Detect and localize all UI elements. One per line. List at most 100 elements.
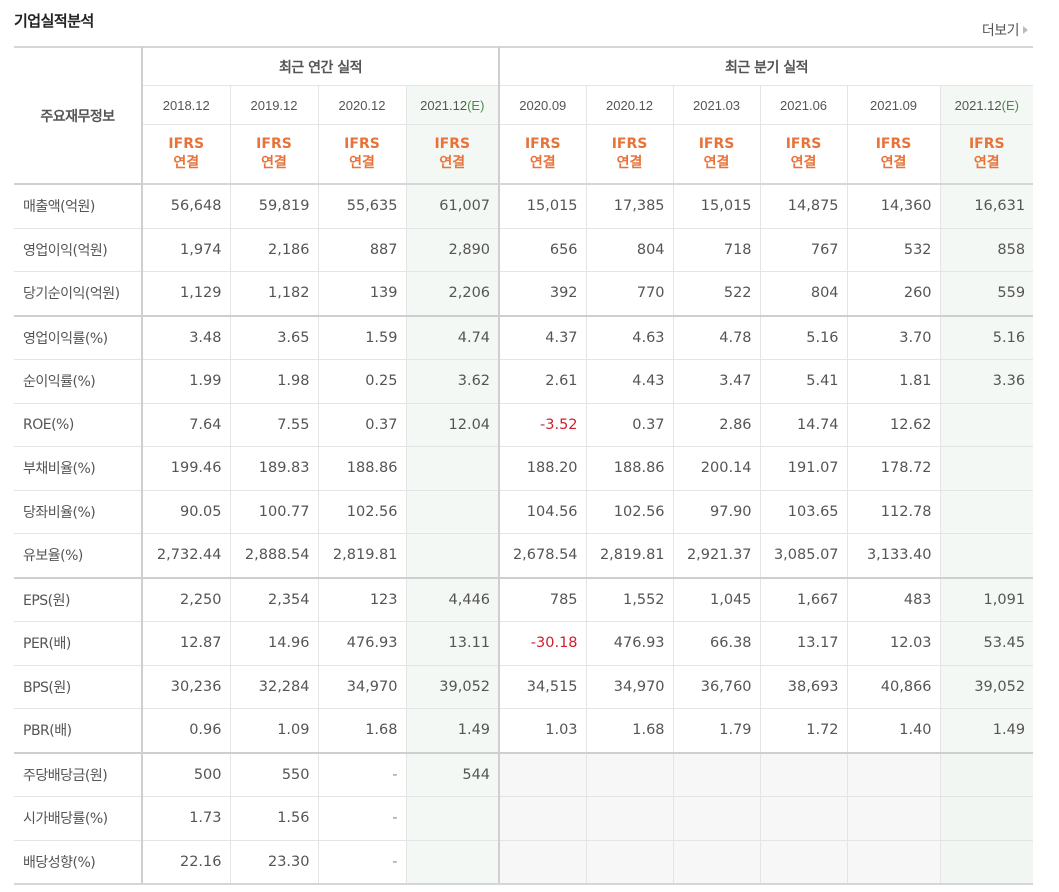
table-cell: 191.07: [759, 446, 848, 491]
standard-ifrs: IFRS: [698, 136, 735, 152]
date-text: 2018.12: [162, 97, 210, 113]
table-cell: 3.65: [229, 314, 319, 360]
table-cell: 2,890: [405, 227, 501, 272]
table-cell: 17,385: [585, 183, 674, 229]
table-cell: 200.14: [672, 446, 761, 491]
standard-ifrs: IFRS: [344, 136, 380, 152]
table-cell: 804: [585, 227, 674, 272]
column-date: 2021.03: [672, 85, 761, 125]
table-cell: 392: [498, 271, 587, 316]
table-cell: 3.48: [141, 314, 231, 360]
table-cell: 0.37: [317, 402, 407, 447]
row-label: 유보율(%): [14, 533, 143, 578]
table-cell: 13.11: [405, 621, 501, 666]
table-cell: 804: [759, 271, 848, 316]
standard-consolidated: 연결: [349, 155, 375, 171]
more-link[interactable]: 더보기: [982, 20, 1028, 40]
table-cell: 3,085.07: [759, 533, 848, 578]
table-cell: 770: [585, 271, 674, 316]
column-date: 2021.06: [759, 85, 848, 125]
table-cell: 199.46: [141, 446, 231, 491]
chevron-right-icon: [1023, 26, 1028, 34]
table-cell: 2,888.54: [229, 533, 319, 578]
table-cell: [939, 402, 1034, 447]
table-cell: 32,284: [229, 664, 319, 709]
column-date: 2020.12: [317, 85, 407, 125]
table-cell: [939, 839, 1034, 885]
row-label: 영업이익률(%): [14, 314, 143, 360]
table-cell: 5.16: [759, 314, 848, 360]
column-date: 2019.12: [229, 85, 319, 125]
table-cell: [498, 839, 587, 885]
table-cell: [405, 796, 501, 841]
table-cell: 102.56: [585, 489, 674, 534]
table-cell: [585, 839, 674, 885]
column-date: 2020.09: [498, 85, 587, 125]
table-cell: 2.61: [498, 359, 587, 404]
table-row: 유보율(%) 2,732.44 2,888.54 2,819.81 2,678.54 2,…: [14, 533, 1034, 578]
table-cell: 2,186: [229, 227, 319, 272]
table-cell: 4.43: [585, 359, 674, 404]
standard-consolidated: 연결: [261, 155, 287, 171]
accounting-standard: IFRS 연결: [939, 124, 1034, 185]
row-label: 영업이익(억원): [14, 227, 143, 272]
table-cell: 104.56: [498, 489, 587, 534]
table-cell: 1.59: [317, 314, 407, 360]
table-cell: 544: [405, 751, 501, 797]
table-cell: 103.65: [759, 489, 848, 534]
table-cell: 4.63: [585, 314, 674, 360]
table-cell: 66.38: [672, 621, 761, 666]
table-cell: 55,635: [317, 183, 407, 229]
table-cell: 7.55: [229, 402, 319, 447]
table-cell: [405, 533, 501, 578]
table-cell: 139: [317, 271, 407, 316]
table-cell: 1.73: [141, 796, 231, 841]
table-cell: 4.37: [498, 314, 587, 360]
table-row: 순이익률(%) 1.99 1.98 0.25 3.62 2.61 4.43 3.47 5.41 1…: [14, 359, 1034, 404]
table-cell: 2,732.44: [141, 533, 231, 578]
row-label: 부채비율(%): [14, 446, 143, 491]
accounting-standard: IFRS 연결: [229, 124, 319, 185]
table-cell: 4.78: [672, 314, 761, 360]
table-cell: 189.83: [229, 446, 319, 491]
table-cell: 483: [846, 576, 941, 622]
table-cell: 188.86: [317, 446, 407, 491]
table-cell: 1,667: [759, 576, 848, 622]
table-cell: 0.25: [317, 359, 407, 404]
table-cell: 61,007: [405, 183, 501, 229]
table-cell: 3,133.40: [846, 533, 941, 578]
table-cell: 5.16: [939, 314, 1034, 360]
row-label: PBR(배): [14, 708, 143, 753]
table-cell: 188.20: [498, 446, 587, 491]
estimate-marker: (E): [1001, 97, 1019, 113]
estimate-marker: (E): [467, 97, 485, 113]
table-cell: 550: [229, 751, 319, 797]
date-text: 2019.12: [250, 97, 298, 113]
table-cell: 476.93: [585, 621, 674, 666]
table-cell: 12.03: [846, 621, 941, 666]
column-date: 2020.12: [585, 85, 674, 125]
table-row: 매출액(억원) 56,648 59,819 55,635 61,007 15,015 17,…: [14, 183, 1034, 229]
table-cell: -3.52: [498, 402, 587, 447]
standard-consolidated: 연결: [973, 155, 1000, 171]
table-cell: [405, 446, 501, 491]
table-row: 당좌비율(%) 90.05 100.77 102.56 104.56 102.56 97.9…: [14, 489, 1034, 534]
row-label: 매출액(억원): [14, 183, 143, 229]
accounting-standard: IFRS 연결: [585, 124, 674, 185]
standard-consolidated: 연결: [173, 155, 200, 171]
table-cell: 14,360: [846, 183, 941, 229]
standard-ifrs: IFRS: [968, 136, 1005, 152]
financial-summary-table: 주요재무정보 최근 연간 실적 최근 분기 실적 2018.12 2019.12 2020…: [14, 46, 1034, 885]
table-cell: [672, 751, 761, 797]
table-cell: 22.16: [141, 839, 231, 885]
table-row: 영업이익률(%) 3.48 3.65 1.59 4.74 4.37 4.63 4.78 5.16…: [14, 314, 1034, 360]
row-label: ROE(%): [14, 402, 143, 447]
standard-consolidated: 연결: [703, 155, 730, 171]
table-row: 당기순이익(억원) 1,129 1,182 139 2,206 392 770 522 804 2…: [14, 271, 1034, 316]
table-cell: 500: [141, 751, 231, 797]
standard-ifrs: IFRS: [168, 136, 205, 152]
table-cell: 559: [939, 271, 1034, 316]
table-cell: 1.81: [846, 359, 941, 404]
table-cell: 532: [846, 227, 941, 272]
table-cell: 476.93: [317, 621, 407, 666]
